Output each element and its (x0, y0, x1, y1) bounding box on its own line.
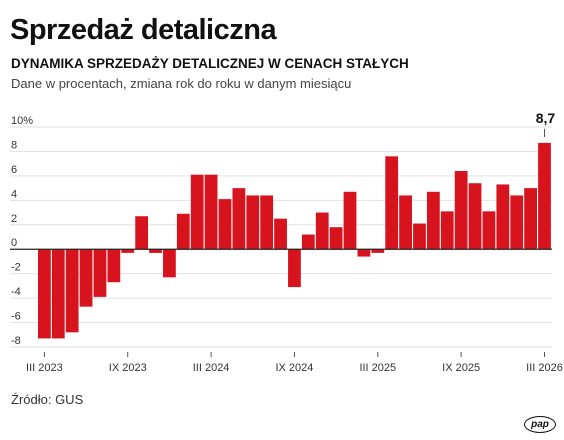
bar (232, 188, 246, 250)
x-tick-label: IX 2025 (442, 362, 480, 374)
bar (51, 249, 65, 339)
y-tick-label: 8 (11, 139, 17, 151)
annotation-label: 8,7 (536, 110, 556, 126)
bar (440, 211, 454, 250)
bar (246, 195, 260, 250)
bar (107, 249, 121, 283)
y-tick-label: 0 (11, 237, 17, 249)
bar (79, 249, 93, 307)
pap-logo: pap (524, 416, 556, 433)
chart-title: Sprzedaż detaliczna (10, 14, 277, 46)
x-tick-label: III 2026 (526, 362, 563, 374)
y-axis-ticks: 10% 8 6 4 2 0 -2 -4 -6 -8 (11, 115, 33, 347)
x-tick-label: IX 2023 (109, 362, 147, 374)
y-tick-label: -2 (11, 262, 21, 274)
y-tick-label: -4 (11, 286, 21, 298)
chart-description: Dane w procentach, zmiana rok do roku w … (11, 76, 352, 91)
bar (413, 223, 426, 250)
bar (538, 142, 551, 250)
bar (65, 249, 79, 333)
y-tick-label: -6 (11, 311, 21, 323)
bar (149, 249, 162, 253)
y-tick-label: -8 (11, 335, 21, 347)
x-tick-label: III 2023 (26, 362, 63, 374)
bar (482, 211, 496, 250)
bar (329, 227, 343, 250)
bar (274, 218, 287, 250)
bar (426, 191, 440, 250)
bar (357, 249, 371, 257)
bar (510, 195, 524, 250)
bar (496, 184, 510, 250)
bar (93, 249, 107, 297)
x-tick-label: III 2025 (359, 362, 396, 374)
bar (468, 183, 482, 250)
source-note: Źródło: GUS (11, 392, 84, 407)
bar (315, 212, 329, 250)
bar (524, 188, 537, 250)
y-tick-label: 4 (11, 188, 17, 200)
bar (454, 171, 468, 250)
bar (385, 156, 399, 250)
bar (204, 174, 218, 250)
x-tick-label: IX 2024 (275, 362, 313, 374)
annotation: 8,7 (536, 110, 556, 137)
bar (288, 249, 301, 288)
bar (38, 249, 51, 339)
bar (301, 234, 315, 250)
bar (190, 174, 204, 250)
y-tick-label: 6 (11, 164, 17, 176)
bar (399, 195, 412, 250)
y-tick-label: 2 (11, 213, 17, 225)
y-tick-label: 10% (11, 115, 33, 127)
bar (343, 191, 357, 250)
x-axis: III 2023 IX 2023 III 2024 IX 2024 III 2025 IX… (10, 248, 563, 374)
bar (260, 195, 274, 250)
bars (38, 142, 551, 339)
bar (371, 249, 385, 253)
x-tick-label: III 2024 (193, 362, 230, 374)
bar (176, 213, 190, 250)
bar (135, 216, 149, 250)
bar (121, 249, 135, 253)
bar (163, 249, 176, 278)
chart-subtitle: DYNAMIKA SPRZEDAŻY DETALICZNEJ W CENACH … (11, 56, 409, 71)
bar (218, 199, 232, 250)
